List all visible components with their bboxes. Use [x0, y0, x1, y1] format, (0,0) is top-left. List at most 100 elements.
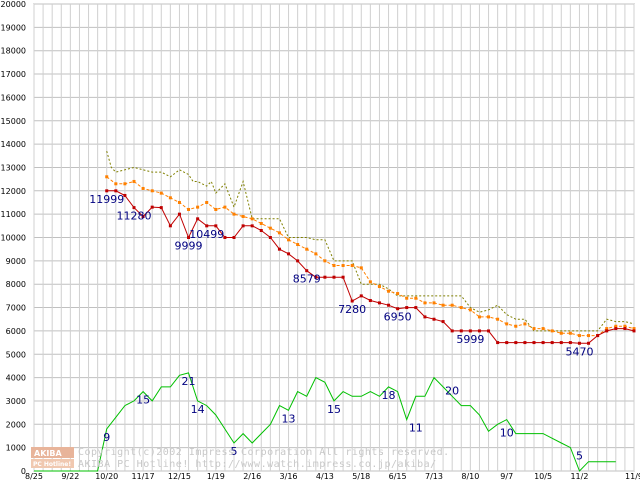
series-point-average-price: [459, 306, 463, 310]
series-point-average-price: [632, 327, 636, 331]
series-point-min-price: [432, 317, 436, 321]
series-point-average-price: [414, 296, 418, 300]
data-label: 9: [103, 431, 110, 444]
series-point-min-price: [414, 306, 418, 310]
watermark-site: AKIBA PC Hotline! http://www.watch.impre…: [78, 459, 437, 470]
series-point-min-price: [405, 306, 409, 310]
y-tick-label: 7000: [6, 304, 26, 313]
series-point-average-price: [323, 259, 327, 263]
y-tick-label: 17000: [1, 70, 26, 79]
series-point-average-price: [423, 301, 427, 305]
series-point-average-price: [259, 221, 263, 225]
series-point-min-price: [123, 193, 127, 197]
series-point-min-price: [114, 189, 118, 193]
x-tick-label: 7/13: [425, 472, 443, 480]
data-label: 10499: [189, 228, 224, 241]
data-label: 14: [191, 403, 205, 416]
x-tick-label: 9/7: [500, 472, 513, 480]
x-tick-label: 11/9: [625, 472, 640, 480]
data-label: 15: [327, 403, 341, 416]
series-point-min-price: [459, 329, 463, 333]
x-tick-label: 4/13: [316, 472, 334, 480]
x-tick-label: 6/15: [389, 472, 407, 480]
series-point-average-price: [377, 285, 381, 289]
watermark-logo-bottom: [31, 459, 74, 468]
x-tick-label: 2/16: [243, 472, 261, 480]
series-point-min-price: [141, 214, 145, 218]
series-point-min-price: [568, 341, 572, 345]
series-point-min-price: [159, 206, 163, 210]
x-tick-label: 10/5: [534, 472, 552, 480]
y-tick-label: 20000: [1, 0, 26, 9]
series-point-average-price: [523, 322, 527, 326]
series-point-average-price: [196, 205, 200, 209]
series-point-min-price: [250, 224, 254, 228]
series-point-average-price: [541, 327, 545, 331]
watermark-logo-top-text: AKIBA: [34, 449, 62, 458]
series-point-average-price: [150, 189, 154, 193]
series-point-average-price: [141, 186, 145, 190]
data-label: 11: [409, 422, 423, 435]
series-point-min-price: [514, 341, 518, 345]
series-point-min-price: [168, 224, 172, 228]
series-point-min-price: [505, 341, 509, 345]
y-tick-label: 3000: [6, 397, 26, 406]
series-point-min-price: [541, 341, 545, 345]
y-tick-label: 16000: [1, 93, 26, 102]
series-point-average-price: [277, 231, 281, 235]
series-point-average-price: [487, 315, 491, 319]
series-point-average-price: [368, 280, 372, 284]
series-point-average-price: [205, 200, 209, 204]
data-label: 13: [282, 412, 296, 425]
series-point-average-price: [532, 327, 536, 331]
series-point-min-price: [314, 275, 318, 279]
series-point-average-price: [268, 226, 272, 230]
series-point-average-price: [587, 334, 591, 338]
x-tick-label: 12/15: [168, 472, 191, 480]
series-point-average-price: [441, 303, 445, 307]
y-tick-label: 14000: [1, 140, 26, 149]
x-tick-label: 10/20: [95, 472, 118, 480]
series-point-min-price: [205, 224, 209, 228]
series-point-min-price: [305, 269, 309, 273]
series-point-min-price: [368, 299, 372, 303]
series-point-min-price: [477, 329, 481, 333]
y-tick-label: 10000: [1, 234, 26, 243]
series-point-average-price: [305, 247, 309, 251]
y-tick-label: 0: [21, 467, 26, 476]
series-point-min-price: [350, 299, 354, 303]
series-point-min-price: [587, 341, 591, 345]
series-point-average-price: [496, 317, 500, 321]
series-point-average-price: [623, 324, 627, 328]
y-tick-label: 5000: [6, 350, 26, 359]
series-point-average-price: [241, 214, 245, 218]
series-point-average-price: [477, 315, 481, 319]
series-point-average-price: [350, 264, 354, 268]
series-point-average-price: [568, 331, 572, 335]
data-label: 15: [136, 394, 150, 407]
series-line-max-price: [106, 150, 635, 332]
series-point-average-price: [614, 324, 618, 328]
series-point-min-price: [487, 329, 491, 333]
series-point-min-price: [577, 341, 581, 345]
watermark-logo-top: [31, 447, 74, 458]
y-tick-label: 19000: [1, 23, 26, 32]
series-point-min-price: [187, 236, 191, 240]
y-tick-label: 6000: [6, 327, 26, 336]
y-tick-label: 4000: [6, 374, 26, 383]
series-point-min-price: [559, 341, 563, 345]
series-point-average-price: [359, 266, 363, 270]
series-point-average-price: [550, 329, 554, 333]
series-point-average-price: [232, 212, 236, 216]
series-point-average-price: [450, 303, 454, 307]
series-point-average-price: [296, 243, 300, 247]
y-tick-label: 9000: [6, 257, 26, 266]
series-point-min-price: [632, 329, 636, 333]
data-label: 8579: [293, 273, 321, 286]
series-point-average-price: [223, 205, 227, 209]
y-tick-label: 1000: [6, 444, 26, 453]
series-point-min-price: [532, 341, 536, 345]
series-point-min-price: [232, 236, 236, 239]
series-point-min-price: [450, 329, 454, 333]
